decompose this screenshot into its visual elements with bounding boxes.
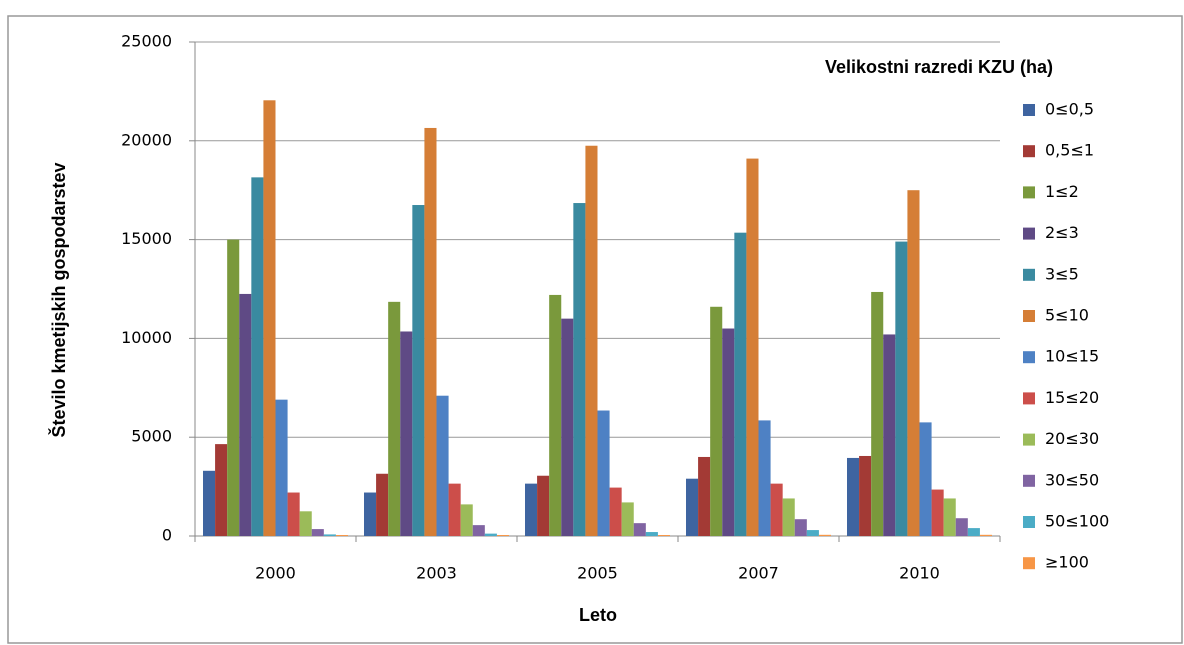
- bar: [722, 328, 735, 536]
- legend-swatch: [1023, 392, 1035, 405]
- legend-swatch: [1023, 227, 1035, 240]
- bar: [400, 331, 413, 536]
- x-tick-label: 2007: [738, 564, 779, 583]
- legend-label: 15≤20: [1045, 388, 1099, 407]
- bar: [770, 483, 783, 536]
- legend-swatch: [1023, 474, 1035, 487]
- bar: [424, 127, 437, 537]
- bar: [955, 518, 968, 536]
- bar: [883, 334, 896, 536]
- bar: [710, 306, 723, 536]
- legend-title: Velikostni razredi KZU (ha): [825, 57, 1053, 77]
- bar: [847, 457, 860, 536]
- legend-label: 0,5≤1: [1045, 141, 1094, 160]
- bar: [364, 492, 377, 536]
- bar: [287, 492, 300, 536]
- y-tick-label: 15000: [121, 229, 172, 248]
- y-tick-label: 10000: [121, 328, 172, 347]
- bar: [871, 291, 884, 536]
- bar: [806, 530, 819, 536]
- bar: [859, 455, 872, 536]
- bar: [585, 145, 598, 537]
- legend-swatch: [1023, 186, 1035, 199]
- legend-swatch: [1023, 557, 1035, 570]
- legend-swatch: [1023, 433, 1035, 446]
- bar: [388, 301, 401, 536]
- bar: [537, 475, 550, 536]
- bar: [263, 100, 276, 537]
- y-tick-label: 20000: [121, 130, 172, 149]
- legend-label: 20≤30: [1045, 429, 1099, 448]
- bar: [609, 487, 622, 536]
- x-tick-label: 2000: [255, 564, 296, 583]
- bar: [746, 158, 759, 537]
- bar: [335, 535, 348, 536]
- legend-label: 2≤3: [1045, 223, 1079, 242]
- bar: [299, 511, 312, 536]
- bar: [758, 420, 771, 536]
- y-tick-label: 25000: [121, 32, 172, 51]
- bar: [412, 205, 425, 536]
- bar: [943, 498, 956, 536]
- bar: [275, 399, 288, 536]
- legend-label: 0≤0,5: [1045, 100, 1094, 119]
- bar: [311, 529, 324, 536]
- y-tick-label: 0: [162, 526, 172, 545]
- bar: [436, 395, 449, 536]
- x-tick-label: 2010: [899, 564, 940, 583]
- bar: [597, 410, 610, 536]
- bar: [657, 535, 670, 536]
- bar: [645, 532, 658, 536]
- bar: [561, 318, 574, 536]
- bar: [323, 534, 336, 536]
- bar: [573, 203, 586, 536]
- bar: [633, 523, 646, 536]
- bar: [698, 456, 711, 536]
- x-tick-label: 2005: [577, 564, 618, 583]
- bar: [621, 502, 634, 536]
- bar: [979, 534, 992, 536]
- legend-swatch: [1023, 310, 1035, 322]
- legend-swatch: [1023, 104, 1035, 116]
- bar: [525, 483, 538, 536]
- bar: [931, 489, 944, 536]
- bar: [376, 473, 389, 536]
- bar: [919, 422, 932, 536]
- bar: [782, 498, 795, 536]
- bar: [967, 528, 980, 536]
- bar: [239, 293, 252, 536]
- legend-label: 10≤15: [1045, 347, 1099, 366]
- legend-swatch: [1023, 351, 1035, 364]
- legend-label: 1≤2: [1045, 182, 1079, 201]
- legend-swatch: [1023, 145, 1035, 158]
- legend-label: 3≤5: [1045, 264, 1079, 283]
- legend-label: 50≤100: [1045, 512, 1109, 531]
- legend-label: 5≤10: [1045, 306, 1089, 325]
- legend-label: 30≤50: [1045, 470, 1099, 489]
- y-axis-title: Število kmetijskih gospodarstev: [48, 162, 69, 437]
- legend-label: ≥100: [1045, 553, 1089, 572]
- x-axis-title: Leto: [579, 605, 617, 625]
- x-tick-label: 2003: [416, 564, 457, 583]
- bar: [460, 504, 473, 536]
- bar: [496, 535, 509, 536]
- bar: [549, 294, 562, 536]
- bar: [686, 478, 699, 536]
- bar: [203, 470, 216, 536]
- bar: [907, 190, 920, 536]
- legend-swatch: [1023, 268, 1035, 281]
- bar: [734, 232, 747, 536]
- bar: [227, 239, 240, 536]
- bar: [448, 483, 461, 536]
- bar: [484, 533, 497, 536]
- bar: [215, 444, 228, 536]
- y-tick-label: 5000: [131, 427, 172, 446]
- bar: [818, 534, 831, 536]
- legend-swatch: [1023, 516, 1035, 528]
- bar: [251, 177, 264, 536]
- bar: [895, 241, 908, 537]
- bar: [794, 519, 807, 536]
- bar: [472, 525, 485, 536]
